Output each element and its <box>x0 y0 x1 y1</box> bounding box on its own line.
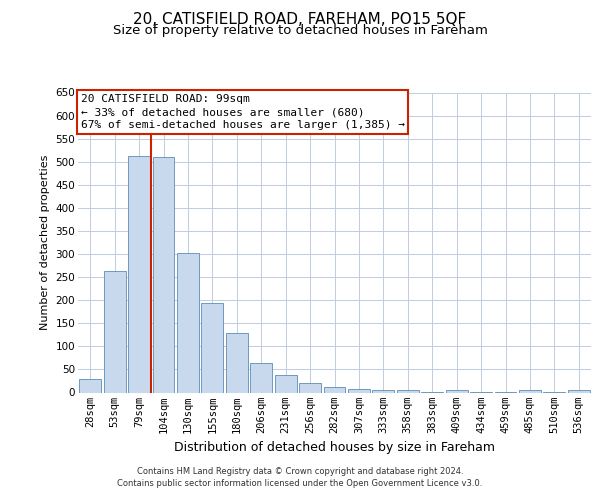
Bar <box>177 252 199 392</box>
Bar <box>373 390 394 392</box>
Bar <box>275 376 296 392</box>
Text: 20, CATISFIELD ROAD, FAREHAM, PO15 5QF: 20, CATISFIELD ROAD, FAREHAM, PO15 5QF <box>133 12 467 28</box>
Bar <box>250 364 272 392</box>
Bar <box>348 389 370 392</box>
Text: Contains HM Land Registry data © Crown copyright and database right 2024.
Contai: Contains HM Land Registry data © Crown c… <box>118 466 482 487</box>
Bar <box>128 156 150 392</box>
Bar <box>568 390 590 392</box>
Text: 20 CATISFIELD ROAD: 99sqm
← 33% of detached houses are smaller (680)
67% of semi: 20 CATISFIELD ROAD: 99sqm ← 33% of detac… <box>80 94 404 130</box>
Bar <box>323 386 346 392</box>
Text: Size of property relative to detached houses in Fareham: Size of property relative to detached ho… <box>113 24 487 37</box>
X-axis label: Distribution of detached houses by size in Fareham: Distribution of detached houses by size … <box>174 441 495 454</box>
Bar <box>446 390 467 392</box>
Bar <box>397 390 419 392</box>
Bar <box>202 304 223 392</box>
Bar <box>104 271 125 392</box>
Y-axis label: Number of detached properties: Number of detached properties <box>40 155 50 330</box>
Bar <box>519 390 541 392</box>
Bar <box>226 334 248 392</box>
Bar <box>152 157 175 392</box>
Bar <box>299 383 321 392</box>
Bar <box>79 378 101 392</box>
